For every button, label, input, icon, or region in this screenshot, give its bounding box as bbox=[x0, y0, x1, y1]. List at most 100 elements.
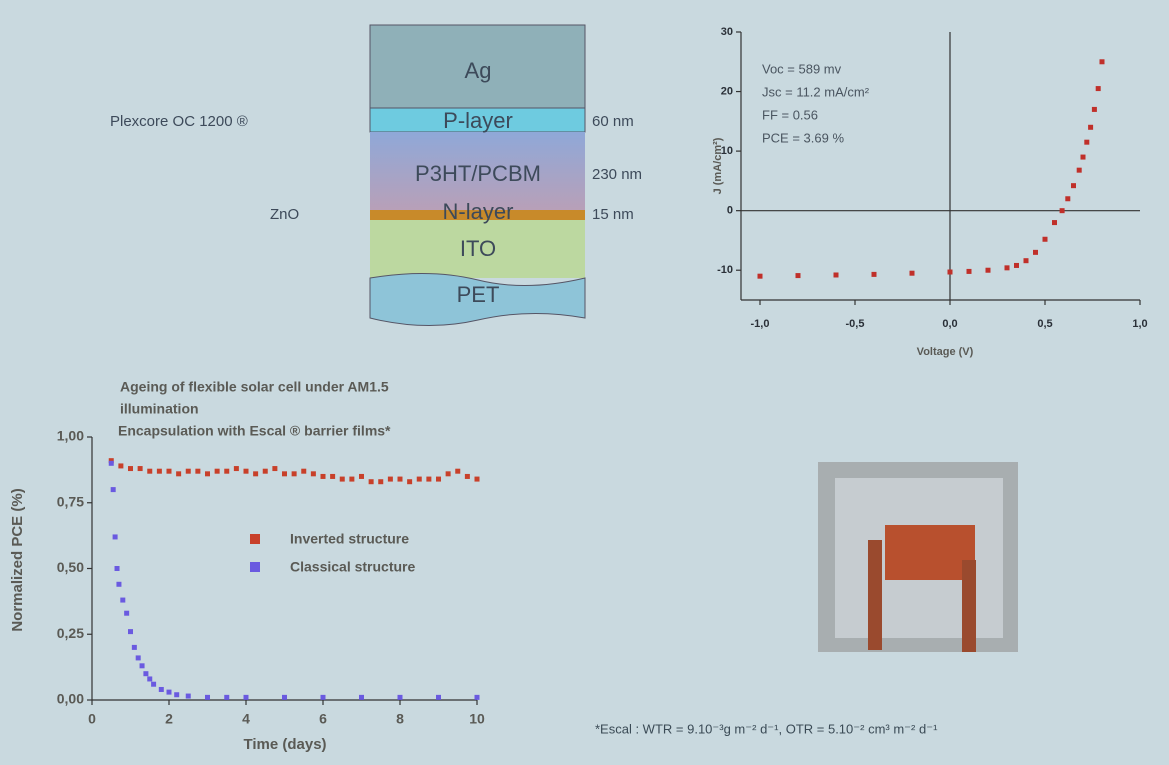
x-axis-label: Voltage (V) bbox=[917, 346, 974, 358]
point bbox=[330, 474, 335, 479]
point bbox=[174, 692, 179, 697]
point bbox=[186, 694, 191, 699]
point bbox=[282, 471, 287, 476]
point bbox=[436, 695, 441, 700]
point bbox=[1014, 263, 1019, 268]
point bbox=[124, 611, 129, 616]
point bbox=[426, 477, 431, 482]
y-tick-label: 0,50 bbox=[57, 559, 84, 575]
annotation: PCE = 3.69 % bbox=[762, 130, 844, 145]
point bbox=[115, 566, 120, 571]
point bbox=[205, 695, 210, 700]
x-tick-label: -0,5 bbox=[846, 318, 865, 330]
x-tick-label: 10 bbox=[469, 711, 485, 727]
x-tick-label: 0 bbox=[88, 711, 96, 727]
layer-label: N-layer bbox=[443, 199, 514, 224]
thickness: 60 nm bbox=[592, 113, 634, 130]
point bbox=[301, 469, 306, 474]
footnote: *Escal : WTR = 9.10⁻³g m⁻² d⁻¹, OTR = 5.… bbox=[595, 721, 938, 736]
point bbox=[340, 477, 345, 482]
point bbox=[1081, 155, 1086, 160]
point bbox=[215, 469, 220, 474]
y-axis-label: Normalized PCE (%) bbox=[9, 488, 26, 631]
point bbox=[1071, 183, 1076, 188]
point bbox=[465, 474, 470, 479]
point bbox=[986, 268, 991, 273]
point bbox=[872, 272, 877, 277]
point bbox=[272, 466, 277, 471]
thickness: 15 nm bbox=[592, 206, 634, 223]
x-axis-label: Time (days) bbox=[243, 736, 326, 753]
point bbox=[113, 534, 118, 539]
point bbox=[948, 270, 953, 275]
point bbox=[398, 695, 403, 700]
point bbox=[128, 629, 133, 634]
y-tick-label: 20 bbox=[721, 85, 733, 97]
y-tick-label: -10 bbox=[717, 264, 733, 276]
point bbox=[1052, 220, 1057, 225]
point bbox=[224, 469, 229, 474]
annotation: Jsc = 11.2 mA/cm² bbox=[762, 84, 870, 99]
point bbox=[109, 461, 114, 466]
point bbox=[321, 474, 326, 479]
legend-swatch bbox=[250, 562, 260, 572]
point bbox=[282, 695, 287, 700]
photo-cell bbox=[885, 525, 975, 580]
point bbox=[292, 471, 297, 476]
thickness: 230 nm bbox=[592, 166, 642, 183]
point bbox=[1092, 107, 1097, 112]
y-tick-label: 0,75 bbox=[57, 493, 84, 509]
y-tick-label: 0,25 bbox=[57, 625, 84, 641]
photo-contact bbox=[962, 560, 976, 652]
point bbox=[128, 466, 133, 471]
chart-title: Ageing of flexible solar cell under AM1.… bbox=[120, 379, 389, 395]
point bbox=[475, 477, 480, 482]
annotation: Voc = 589 mv bbox=[762, 61, 842, 76]
point bbox=[205, 471, 210, 476]
point bbox=[263, 469, 268, 474]
point bbox=[1065, 196, 1070, 201]
y-axis-label: J (mA/cm²) bbox=[712, 137, 724, 194]
point bbox=[349, 477, 354, 482]
point bbox=[1060, 208, 1065, 213]
point bbox=[796, 273, 801, 278]
point bbox=[475, 695, 480, 700]
layer-label: PET bbox=[457, 282, 500, 307]
point bbox=[311, 471, 316, 476]
point bbox=[369, 479, 374, 484]
layer-label: ITO bbox=[460, 236, 496, 261]
point bbox=[1033, 250, 1038, 255]
material: ZnO bbox=[270, 206, 299, 223]
x-tick-label: 0,0 bbox=[942, 318, 957, 330]
annotation: FF = 0.56 bbox=[762, 107, 818, 122]
point bbox=[111, 487, 116, 492]
point bbox=[120, 598, 125, 603]
x-tick-label: 0,5 bbox=[1037, 318, 1052, 330]
point bbox=[388, 477, 393, 482]
point bbox=[967, 269, 972, 274]
layer-label: P-layer bbox=[443, 108, 513, 133]
material: Plexcore OC 1200 ® bbox=[110, 113, 248, 130]
point bbox=[910, 271, 915, 276]
point bbox=[1005, 265, 1010, 270]
point bbox=[116, 582, 121, 587]
point bbox=[321, 695, 326, 700]
y-tick-label: 30 bbox=[721, 26, 733, 38]
x-tick-label: 6 bbox=[319, 711, 327, 727]
point bbox=[1024, 258, 1029, 263]
point bbox=[253, 471, 258, 476]
legend-label: Classical structure bbox=[290, 559, 415, 575]
point bbox=[417, 477, 422, 482]
point bbox=[234, 466, 239, 471]
point bbox=[195, 469, 200, 474]
point bbox=[147, 676, 152, 681]
point bbox=[186, 469, 191, 474]
point bbox=[244, 469, 249, 474]
y-tick-label: 0,00 bbox=[57, 691, 84, 707]
device-photo bbox=[818, 462, 1018, 652]
point bbox=[118, 463, 123, 468]
x-tick-label: 4 bbox=[242, 711, 250, 727]
slide: Ag P-layer P3HT/PCBM N-layer ITO PET 60 … bbox=[0, 0, 1169, 765]
point bbox=[157, 469, 162, 474]
point bbox=[147, 469, 152, 474]
